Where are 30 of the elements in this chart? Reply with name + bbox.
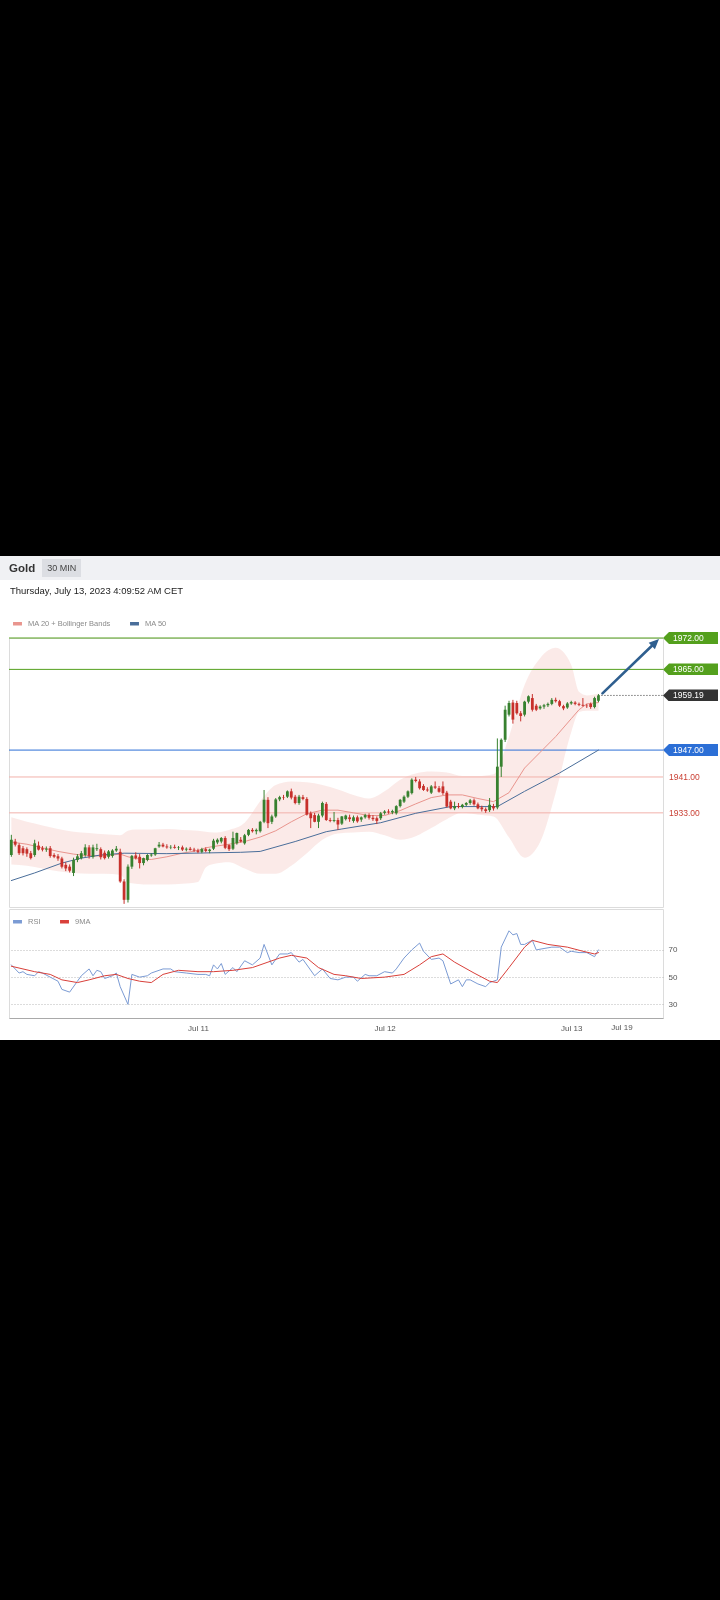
ref-line-label: 1933.00	[668, 806, 700, 819]
candlestick	[9, 834, 13, 858]
text: 30 MIN	[42, 559, 82, 577]
candlestick	[165, 843, 169, 850]
candlestick	[433, 780, 437, 790]
ref-line-label: 1965.00	[663, 663, 718, 676]
candlestick	[274, 797, 278, 819]
ref-line-label: 1941.00	[668, 770, 700, 783]
candlestick	[542, 703, 546, 710]
candlestick	[44, 845, 48, 853]
candlestick	[25, 846, 29, 858]
candlestick	[72, 857, 75, 877]
ref-line-label: 1959.19	[663, 689, 718, 702]
chart-title: Gold	[9, 562, 36, 574]
ref-line-label: 1947.00	[663, 744, 718, 757]
chart-subtitle: Thursday, July 13, 2023 4:09:52 AM CET	[9, 584, 185, 598]
x-tick-label: Jul 12	[374, 1023, 397, 1033]
candlestick	[468, 798, 472, 806]
y-tick-label: 70	[668, 945, 678, 955]
x-tick-label: Jul 13	[561, 1023, 583, 1033]
text: Jul 19	[611, 1023, 634, 1032]
y-tick-label: 50	[668, 972, 678, 982]
x-tick-label: Jul 11	[188, 1023, 210, 1033]
line-series	[10, 930, 599, 1005]
ref-line-label: 1972.00	[663, 632, 718, 644]
y-tick-label: 30	[668, 999, 678, 1009]
candlestick	[324, 801, 328, 822]
line-series	[10, 939, 599, 984]
candlestick	[52, 852, 56, 859]
candlestick	[305, 796, 309, 817]
